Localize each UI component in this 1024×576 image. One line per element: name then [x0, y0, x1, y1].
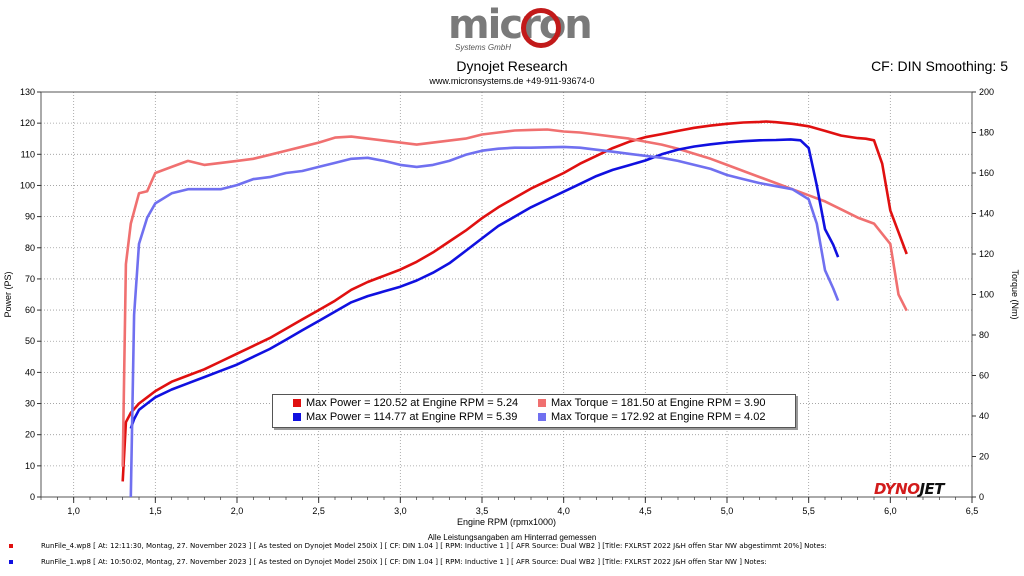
x-tick-label: 2,0	[231, 506, 244, 516]
x-tick-label: 4,5	[639, 506, 652, 516]
micron-logo-ring	[521, 8, 561, 48]
legend-text: Max Power = 114.77 at Engine RPM = 5.39	[306, 411, 518, 423]
micron-logo-subtitle: Systems GmbH	[455, 43, 512, 52]
series-line-2	[129, 138, 840, 429]
run-color-marker	[9, 560, 13, 564]
x-tick-label: 6,0	[884, 506, 897, 516]
y2-tick-label: 40	[979, 411, 989, 421]
y-tick-label: 80	[25, 243, 35, 253]
dynojet-logo-red: DYNO	[874, 480, 920, 498]
y2-tick-label: 160	[979, 168, 994, 178]
legend-swatch	[538, 413, 546, 422]
dynojet-logo: DYNOJET	[874, 480, 945, 498]
y2-tick-label: 100	[979, 290, 994, 300]
y2-tick-label: 120	[979, 249, 994, 259]
y2-tick-label: 80	[979, 330, 989, 340]
legend-swatch	[538, 399, 546, 408]
y2-tick-label: 0	[979, 492, 984, 502]
y-tick-label: 20	[25, 430, 35, 440]
legend-text: Max Torque = 181.50 at Engine RPM = 3.90	[551, 397, 766, 409]
legend-swatch	[293, 399, 301, 408]
y-tick-label: 90	[25, 212, 35, 222]
axes: 0 10 20 30 40 50 60 70 80 90 100 110 120 130 0 20 40 60 80…	[20, 87, 994, 516]
x-tick-label: 4,0	[557, 506, 570, 516]
plot-frame	[40, 91, 973, 498]
y-axis-label: Power (PS)	[3, 271, 13, 317]
legend: Max Power = 120.52 at Engine RPM = 5.24 …	[272, 394, 796, 428]
series-line-1	[121, 128, 908, 467]
run-file-line-2: RunFile_1.wp8 [ At: 10:50:02, Montag, 27…	[9, 558, 767, 566]
series-line-0	[121, 120, 908, 482]
x-tick-label: 3,5	[476, 506, 489, 516]
measurement-note: Alle Leistungsangaben am Hinterrad gemes…	[427, 533, 597, 542]
series-layer	[121, 120, 908, 498]
x-tick-label: 3,0	[394, 506, 407, 516]
legend-item-torque-run4: Max Torque = 181.50 at Engine RPM = 3.90	[538, 397, 765, 409]
x-tick-label: 6,5	[966, 506, 979, 516]
y-tick-label: 120	[20, 118, 35, 128]
y-tick-label: 60	[25, 305, 35, 315]
y2-tick-label: 60	[979, 371, 989, 381]
run-file-text: RunFile_4.wp8 [ At: 12:11:30, Montag, 27…	[41, 542, 827, 550]
y2-axis-label: Torque (Nm)	[1010, 269, 1020, 319]
run-file-line-1: RunFile_4.wp8 [ At: 12:11:30, Montag, 27…	[9, 542, 827, 550]
legend-text: Max Power = 120.52 at Engine RPM = 5.24	[306, 397, 519, 409]
x-tick-label: 2,5	[312, 506, 325, 516]
y-tick-label: 70	[25, 274, 35, 284]
legend-swatch	[293, 413, 301, 422]
y-tick-label: 100	[20, 180, 35, 190]
y-tick-label: 30	[25, 399, 35, 409]
chart-title: Dynojet Research	[456, 58, 568, 74]
y-tick-label: 40	[25, 367, 35, 377]
series-line-3	[129, 145, 840, 498]
x-axis-label: Engine RPM (rpmx1000)	[457, 517, 556, 527]
correction-settings: CF: DIN Smoothing: 5	[871, 58, 1008, 74]
x-tick-label: 1,0	[67, 506, 80, 516]
y-tick-label: 50	[25, 336, 35, 346]
y2-tick-label: 20	[979, 452, 989, 462]
y2-tick-label: 140	[979, 209, 994, 219]
x-tick-label: 1,5	[149, 506, 162, 516]
chart-subtitle: www.micronsystems.de +49-911-93674-0	[429, 76, 595, 86]
legend-item-torque-run1: Max Torque = 172.92 at Engine RPM = 4.02	[538, 411, 765, 423]
legend-item-power-run4: Max Power = 120.52 at Engine RPM = 5.24	[293, 397, 518, 409]
y-tick-label: 10	[25, 461, 35, 471]
y-tick-label: 0	[30, 492, 35, 502]
legend-item-power-run1: Max Power = 114.77 at Engine RPM = 5.39	[293, 411, 517, 423]
run-file-text: RunFile_1.wp8 [ At: 10:50:02, Montag, 27…	[41, 558, 767, 566]
y2-tick-label: 180	[979, 128, 994, 138]
run-color-marker	[9, 544, 13, 548]
x-tick-label: 5,5	[802, 506, 815, 516]
y-tick-label: 130	[20, 87, 35, 97]
y2-tick-label: 200	[979, 87, 994, 97]
y-tick-label: 110	[21, 149, 35, 159]
x-tick-label: 5,0	[721, 506, 734, 516]
dynojet-logo-black: JET	[919, 480, 945, 498]
legend-text: Max Torque = 172.92 at Engine RPM = 4.02	[551, 411, 766, 423]
grid-lines	[41, 91, 973, 498]
micron-logo: micron	[448, 2, 593, 48]
